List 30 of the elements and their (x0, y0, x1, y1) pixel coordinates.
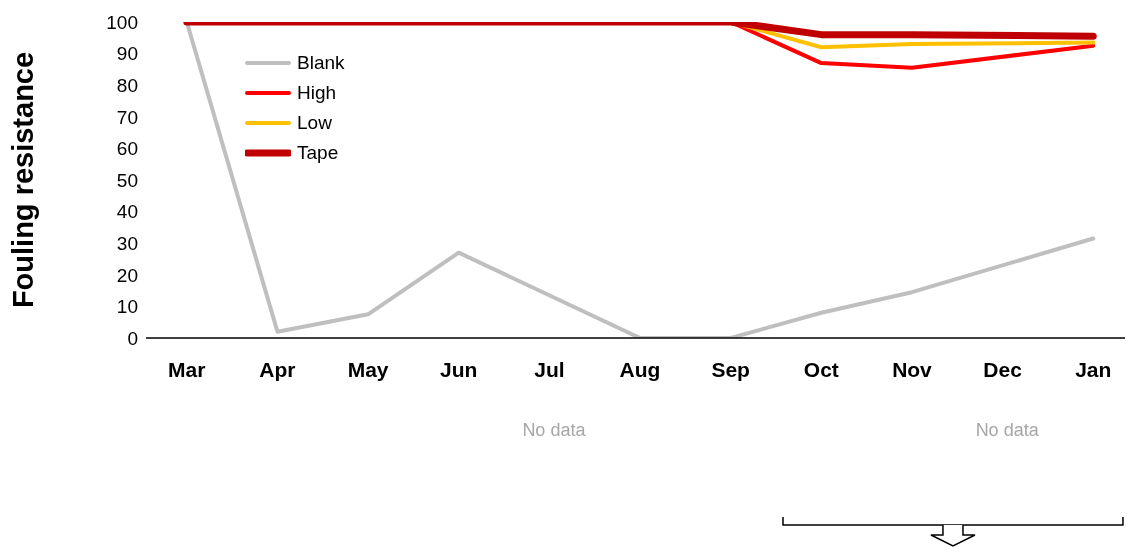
y-tick-label: 40 (116, 201, 138, 223)
x-tick-label: Aug (619, 357, 661, 381)
y-axis-title: Fouling resistance (7, 51, 40, 309)
x-tick-label: Jul (534, 357, 565, 381)
y-tick-label: 90 (116, 43, 138, 65)
y-tick-label: 80 (116, 74, 138, 96)
legend-label: Tape (297, 142, 339, 164)
x-tick-label: Jun (440, 357, 478, 381)
x-tick-label: Mar (168, 357, 206, 381)
y-tick-label: 0 (127, 327, 138, 349)
x-tick-label: Oct (803, 357, 839, 381)
text: No data (521, 420, 587, 441)
y-tick-label: 20 (116, 264, 138, 286)
y-tick-label: 10 (116, 296, 138, 318)
x-tick-label: Jan (1075, 357, 1112, 381)
y-tick-label: 50 (116, 169, 138, 191)
legend-label: High (297, 82, 337, 104)
x-tick-label: May (347, 357, 389, 381)
legend-label: Low (297, 112, 332, 134)
x-tick-label: Apr (259, 357, 296, 381)
line-series (184, 22, 1096, 338)
legend-label: Blank (297, 52, 345, 74)
y-tick-label: 30 (116, 232, 138, 254)
x-tick-label: Dec (983, 357, 1023, 381)
y-tick-label: 100 (106, 11, 138, 33)
text: No data (974, 420, 1040, 441)
y-tick-label: 70 (116, 106, 138, 128)
x-tick-label: Sep (711, 357, 750, 381)
x-tick-label: Nov (892, 357, 933, 381)
y-tick-label: 60 (116, 138, 138, 160)
